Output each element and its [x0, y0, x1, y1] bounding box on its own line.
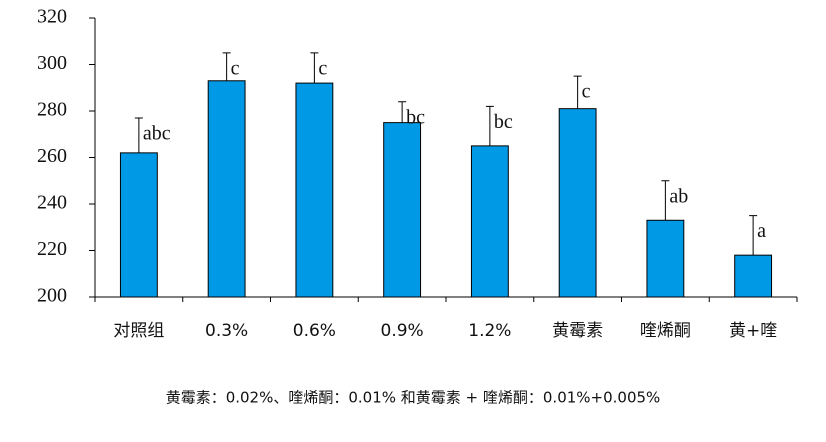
x-tick-label: 黄+喹 — [729, 321, 777, 341]
bar — [470, 145, 509, 298]
significance-letter: abc — [143, 123, 171, 145]
x-tick-label: 0.3% — [205, 321, 248, 341]
error-bar — [398, 101, 407, 123]
footnote: 黄霉素：0.02%、喹烯酮：0.01% 和黄霉素 + 喹烯酮：0.01%+0.0… — [166, 389, 661, 407]
x-tick-label: 黄霉素 — [552, 321, 603, 341]
error-bar — [661, 180, 670, 221]
y-tick-label: 260 — [37, 145, 67, 167]
y-tick-label: 240 — [37, 192, 67, 214]
y-tick-label: 320 — [37, 6, 67, 28]
x-tick-label: 喹烯酮 — [640, 321, 691, 341]
error-bar — [134, 117, 143, 153]
error-bar — [222, 52, 231, 81]
y-tick-label: 220 — [37, 238, 67, 260]
bar — [207, 80, 246, 298]
error-bar — [749, 215, 758, 256]
error-bar — [310, 52, 319, 84]
x-tick-label: 对照组 — [113, 321, 164, 341]
error-bar — [485, 105, 494, 146]
significance-letter: c — [231, 57, 240, 79]
bar — [558, 108, 597, 298]
significance-letter: ab — [669, 185, 688, 207]
y-tick-label: 300 — [37, 52, 67, 74]
significance-letter: c — [318, 57, 327, 79]
x-tick-label: 1.2% — [468, 321, 511, 341]
bar — [119, 152, 158, 298]
significance-letter: c — [582, 81, 591, 103]
y-tick-label: 200 — [37, 285, 67, 307]
y-tick-label: 280 — [37, 99, 67, 121]
error-bar — [573, 75, 582, 109]
significance-letter: bc — [406, 106, 425, 128]
significance-letter: bc — [494, 111, 513, 133]
bar — [734, 254, 773, 298]
bar — [383, 122, 422, 298]
bar — [295, 82, 334, 298]
bar — [646, 219, 685, 298]
x-tick-label: 0.6% — [293, 321, 336, 341]
x-tick-label: 0.9% — [381, 321, 424, 341]
significance-letter: a — [757, 220, 766, 242]
